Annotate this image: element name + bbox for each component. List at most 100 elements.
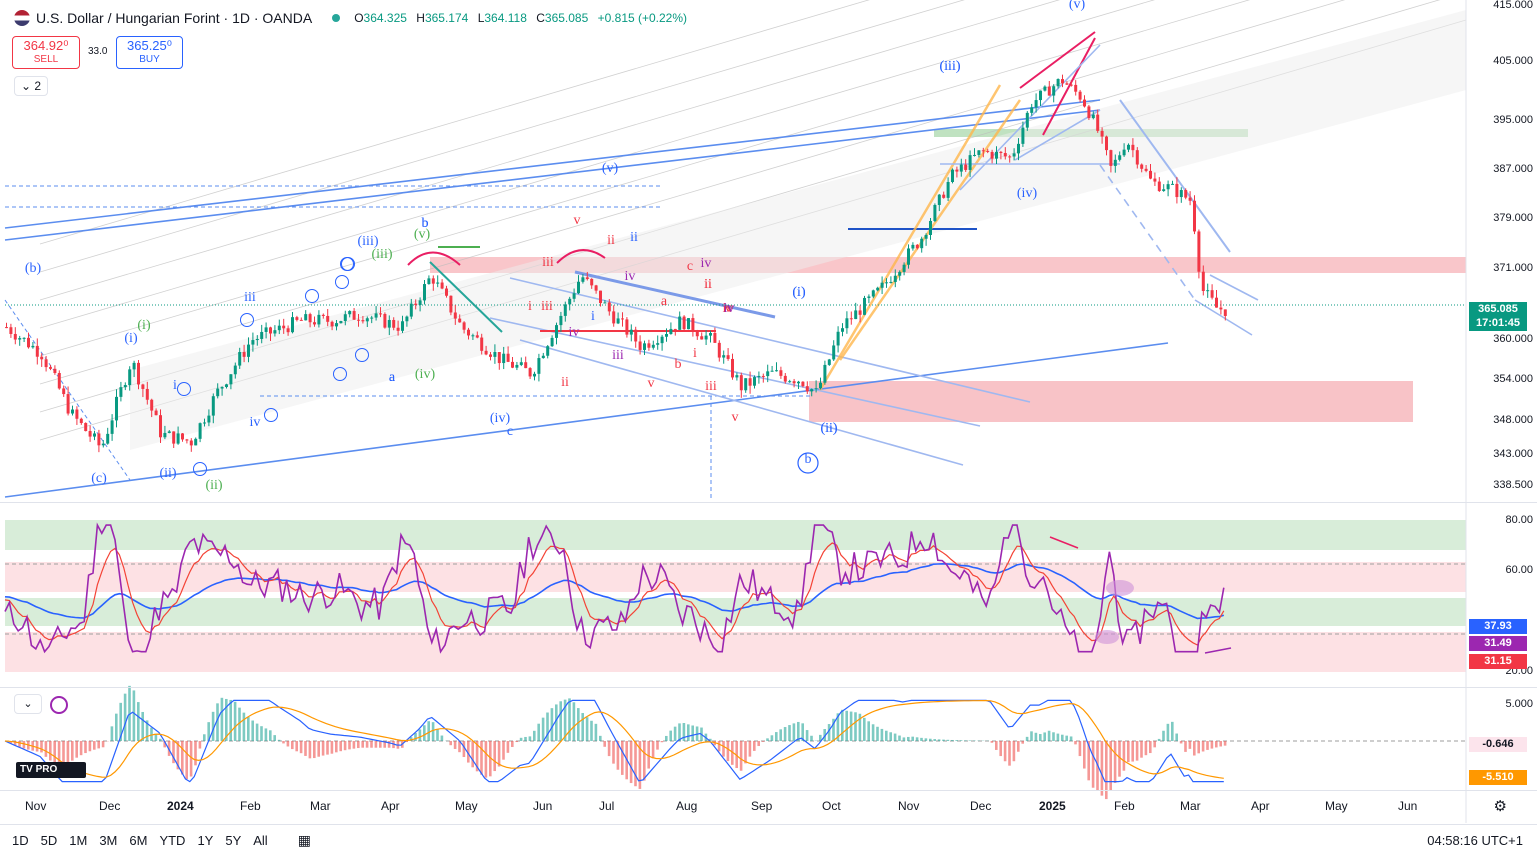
logo-pro-label: PRO: [35, 764, 58, 775]
wave-label: iii: [542, 255, 554, 270]
macd-bar: [141, 711, 144, 741]
macd-bar: [471, 741, 474, 768]
macd-bar: [44, 741, 48, 757]
timeframe-button[interactable]: All: [253, 833, 268, 848]
macd-bar: [731, 741, 734, 765]
candle-body: [167, 431, 171, 433]
macd-bar: [933, 739, 936, 741]
pane-divider[interactable]: [0, 502, 1537, 503]
wave-label: v: [725, 301, 732, 316]
candle-body: [1047, 86, 1051, 96]
macd-bar: [313, 741, 316, 759]
candle-body: [282, 325, 286, 329]
candle-body: [858, 310, 862, 315]
macd-bar: [440, 735, 444, 741]
candle-body: [1078, 91, 1082, 100]
macd-bar: [71, 741, 74, 761]
macd-bar: [40, 741, 43, 753]
clock[interactable]: 04:58:16 UTC+1: [1427, 833, 1523, 848]
pane-divider[interactable]: [0, 687, 1537, 688]
candle-body: [1162, 189, 1166, 192]
macd-bar: [132, 690, 136, 741]
candle-body: [555, 325, 558, 338]
candle-body: [898, 271, 902, 276]
wave-label: c: [687, 259, 693, 274]
macd-bar: [1118, 741, 1121, 777]
timeframe-button[interactable]: 1M: [69, 833, 88, 848]
macd-histogram: [5, 685, 1227, 800]
macd-bar: [841, 709, 844, 741]
candle-body: [744, 378, 748, 391]
timeframe-button[interactable]: 5Y: [225, 833, 242, 848]
indicators-collapse-button[interactable]: ⌄ 2: [14, 76, 49, 96]
channel-fill: [130, 10, 1466, 450]
last-price: 365.085: [1478, 303, 1518, 315]
candle-body: [955, 169, 959, 172]
macd-bar: [823, 729, 826, 741]
macd-bar: [414, 732, 417, 741]
calendar-icon[interactable]: ▦: [297, 832, 311, 848]
wave-label: a: [389, 370, 396, 385]
price-axis-label: 395.000: [1493, 114, 1533, 126]
candle-body: [343, 314, 347, 322]
macd-bar: [1065, 735, 1068, 741]
wave-label: (c): [91, 471, 107, 486]
macd-bar: [189, 741, 193, 777]
macd-bar: [717, 741, 721, 752]
macd-bar: [101, 741, 105, 748]
indicator-sync-icon[interactable]: [50, 696, 68, 714]
macd-bar: [871, 724, 875, 741]
candle-body: [277, 325, 281, 331]
candle-body: [189, 440, 193, 446]
macd-bar: [458, 741, 461, 753]
timeframe-button[interactable]: 1D: [12, 833, 29, 848]
candle-body: [458, 318, 462, 323]
macd-bar: [563, 699, 567, 741]
candle-body: [678, 316, 682, 330]
macd-bar: [88, 741, 92, 752]
macd-bar: [836, 713, 840, 741]
timeframe-button[interactable]: 1Y: [197, 833, 214, 848]
candle-body: [506, 353, 510, 362]
wave-label: i: [528, 299, 532, 314]
candle-body: [229, 374, 233, 385]
tradingview-logo[interactable]: TV PRO: [16, 762, 86, 778]
macd-bar: [203, 734, 206, 741]
wave-circle: [264, 408, 278, 422]
buy-button[interactable]: 365.25⁰ BUY: [116, 36, 183, 69]
candle-body: [1034, 100, 1038, 108]
macd-bar: [172, 741, 175, 764]
macd-bar: [889, 732, 892, 741]
settings-gear-icon[interactable]: ⚙: [1493, 798, 1507, 815]
timeframe-button[interactable]: 3M: [99, 833, 118, 848]
macd-bar: [348, 741, 351, 750]
candle-body: [1206, 290, 1210, 292]
macd-bar: [572, 702, 576, 741]
candle-body: [150, 399, 154, 411]
macd-bar: [519, 737, 523, 741]
candle-body: [308, 314, 312, 323]
macd-bar: [779, 729, 782, 741]
timeframe-button[interactable]: 5D: [40, 833, 58, 848]
macd-bar: [238, 707, 241, 741]
macd-bar: [255, 723, 259, 741]
symbol-title[interactable]: U.S. Dollar / Hungarian Forint · 1D · OA…: [36, 10, 313, 26]
candle-body: [1017, 143, 1020, 154]
macd-bar: [128, 685, 131, 741]
candle-body: [999, 151, 1003, 154]
macd-bar: [1113, 741, 1117, 783]
macd-bar: [647, 741, 650, 769]
pane-collapse-button[interactable]: ⌄: [14, 694, 42, 714]
macd-bar: [343, 741, 347, 751]
timeframe-button[interactable]: YTD: [159, 833, 186, 848]
time-axis-label: 2025: [1039, 799, 1066, 813]
candle-body: [581, 277, 585, 282]
macd-bar: [511, 741, 514, 747]
macd-bar: [898, 735, 901, 741]
wave-label: c: [507, 424, 513, 439]
sell-button[interactable]: 364.92⁰ SELL: [12, 36, 80, 69]
timeframe-button[interactable]: 6M: [129, 833, 148, 848]
open-value: 364.325: [363, 11, 407, 25]
macd-bar: [418, 729, 422, 741]
